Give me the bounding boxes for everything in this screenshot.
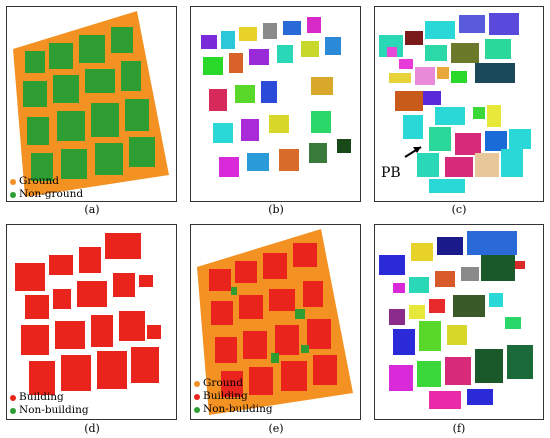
ground-dot-icon [10,178,16,185]
caption-c: (c) [451,203,467,216]
panel-a: Ground Non-ground [6,6,177,202]
nonbuilding-dot-icon [10,407,16,414]
building-dot-icon [194,393,200,400]
panel-b-segments [201,17,351,177]
legend-a-nonground: Non-ground [10,188,83,201]
building-dot-icon [10,394,16,401]
nonground-dot-icon [10,191,16,198]
panel-b [190,6,361,202]
panel-f [374,224,544,420]
legend-d-building: Building [10,391,89,404]
panel-c-buildings [379,13,531,193]
legend-d: Building Non-building [10,391,89,417]
caption-e: (e) [268,422,284,435]
caption-a: (a) [84,203,100,216]
panel-f-buildings [379,231,533,409]
panel-d: Building Non-building [6,224,177,420]
legend-d-nonbuilding: Non-building [10,404,89,417]
annotation-pb: PB [381,165,401,181]
ground-dot-icon [194,380,200,387]
legend-a: Ground Non-ground [10,175,83,201]
panel-e-classified [197,229,353,415]
panel-a-pointcloud [13,11,169,197]
legend-e-nonbuilding: Non-building [194,403,273,416]
legend-a-ground: Ground [10,175,83,188]
panel-c: PB [374,6,544,202]
caption-f: (f) [452,422,466,435]
caption-b: (b) [268,203,284,216]
legend-e: Ground Building Non-building [194,377,273,416]
panel-e: Ground Building Non-building [190,224,361,420]
legend-e-ground: Ground [194,377,273,390]
caption-d: (d) [84,422,100,435]
legend-e-building: Building [194,390,273,403]
panel-d-buildings [15,233,161,395]
nonbuilding-dot-icon [194,406,200,413]
